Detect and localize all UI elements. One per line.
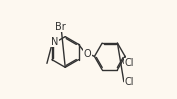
- Text: N: N: [51, 37, 58, 47]
- Text: Cl: Cl: [124, 77, 134, 87]
- Text: Br: Br: [55, 22, 66, 32]
- Text: O: O: [84, 49, 91, 59]
- Text: Cl: Cl: [124, 58, 134, 68]
